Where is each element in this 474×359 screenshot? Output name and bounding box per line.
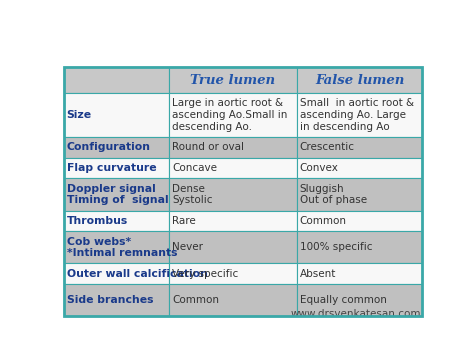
Bar <box>169 158 297 178</box>
Text: Small  in aortic root &
ascending Ao. Large
in descending Ao: Small in aortic root & ascending Ao. Lar… <box>300 98 414 132</box>
Bar <box>297 158 422 178</box>
Bar <box>169 210 297 232</box>
Bar <box>169 284 297 316</box>
Text: Side branches: Side branches <box>66 295 153 306</box>
Text: Never: Never <box>173 242 203 252</box>
Text: Doppler signal
Timing of  signal: Doppler signal Timing of signal <box>66 184 168 205</box>
Text: Configuration: Configuration <box>66 142 151 152</box>
Bar <box>297 67 422 93</box>
Text: Round or oval: Round or oval <box>173 142 245 152</box>
Bar <box>297 210 422 232</box>
Text: Equally common: Equally common <box>300 295 387 306</box>
Bar <box>297 137 422 158</box>
Bar <box>297 93 422 137</box>
Text: Convex: Convex <box>300 163 339 173</box>
Bar <box>64 210 169 232</box>
Bar <box>64 232 169 264</box>
Bar <box>169 232 297 264</box>
Text: Cob webs*
*Intimal remnants: Cob webs* *Intimal remnants <box>66 237 177 258</box>
Text: Sluggish
Out of phase: Sluggish Out of phase <box>300 184 367 205</box>
Text: Common: Common <box>173 295 219 306</box>
Text: Very specific: Very specific <box>173 269 239 279</box>
Text: Absent: Absent <box>300 269 336 279</box>
Bar <box>297 232 422 264</box>
Bar <box>297 264 422 284</box>
Text: Thrombus: Thrombus <box>66 216 128 226</box>
Bar <box>169 93 297 137</box>
Text: Rare: Rare <box>173 216 196 226</box>
Text: 100% specific: 100% specific <box>300 242 373 252</box>
Text: Size: Size <box>66 110 92 120</box>
Text: www.drsvenkatesan.com: www.drsvenkatesan.com <box>290 309 421 319</box>
Bar <box>169 264 297 284</box>
Bar <box>297 284 422 316</box>
Text: Common: Common <box>300 216 347 226</box>
Text: Large in aortic root &
ascending Ao.Small in
descending Ao.: Large in aortic root & ascending Ao.Smal… <box>173 98 288 132</box>
Text: False lumen: False lumen <box>315 74 404 87</box>
Text: Concave: Concave <box>173 163 218 173</box>
Text: Dense
Systolic: Dense Systolic <box>173 184 213 205</box>
Bar <box>169 137 297 158</box>
Bar <box>64 264 169 284</box>
Text: Flap curvature: Flap curvature <box>66 163 156 173</box>
Text: Outer wall calcification: Outer wall calcification <box>66 269 208 279</box>
Bar <box>64 284 169 316</box>
Bar <box>297 178 422 210</box>
Bar <box>64 178 169 210</box>
Bar <box>64 137 169 158</box>
Bar <box>169 178 297 210</box>
Text: True lumen: True lumen <box>191 74 275 87</box>
Bar <box>169 67 297 93</box>
Text: Crescentic: Crescentic <box>300 142 355 152</box>
Bar <box>64 158 169 178</box>
Bar <box>64 67 169 93</box>
Bar <box>64 93 169 137</box>
